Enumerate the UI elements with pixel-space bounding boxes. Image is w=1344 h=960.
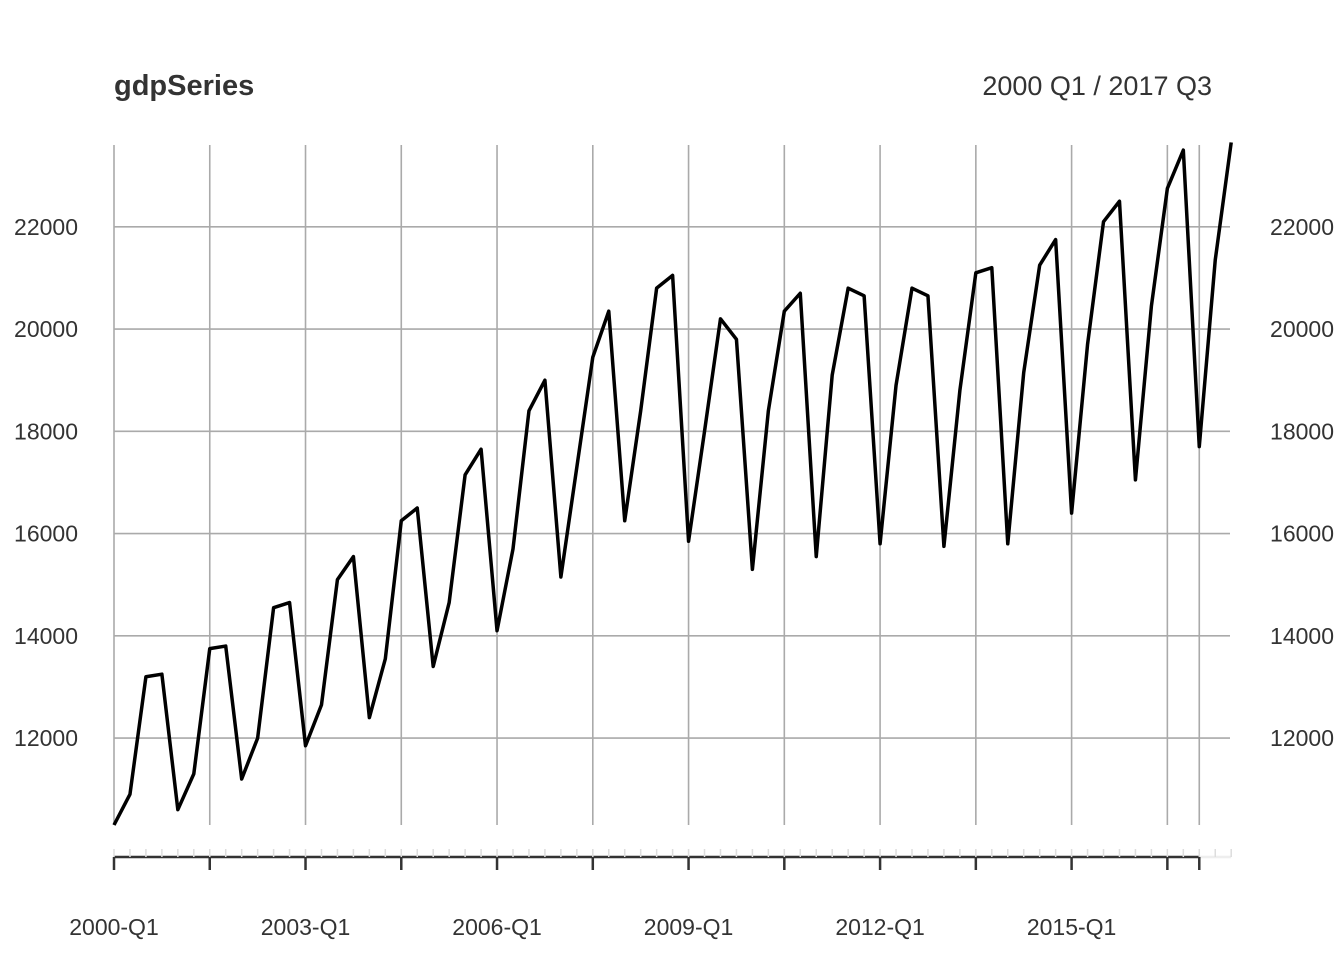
y-tick-left-22000: 22000 xyxy=(14,214,78,240)
series-layer xyxy=(112,142,1233,826)
y-axis-right: 12000 14000 16000 18000 20000 22000 xyxy=(1270,214,1334,751)
date-range-label: 2000 Q1 / 2017 Q3 xyxy=(982,71,1212,101)
x-tick-label-1: 2003-Q1 xyxy=(261,914,351,940)
y-tick-left-14000: 14000 xyxy=(14,623,78,649)
y-axis-left: 12000 14000 16000 18000 20000 22000 xyxy=(14,214,78,751)
horizontal-gridlines xyxy=(114,226,1230,739)
vertical-gridlines xyxy=(113,145,1201,825)
y-tick-left-12000: 12000 xyxy=(14,725,78,751)
y-tick-left-18000: 18000 xyxy=(14,418,78,444)
y-tick-right-20000: 20000 xyxy=(1270,316,1334,342)
y-tick-left-16000: 16000 xyxy=(14,521,78,547)
x-tick-label-3: 2009-Q1 xyxy=(644,914,734,940)
x-tick-label-4: 2012-Q1 xyxy=(835,914,925,940)
y-tick-right-18000: 18000 xyxy=(1270,418,1334,444)
x-tick-label-5: 2015-Q1 xyxy=(1027,914,1117,940)
chart-title: gdpSeries xyxy=(114,70,254,102)
y-tick-right-14000: 14000 xyxy=(1270,623,1334,649)
y-tick-right-22000: 22000 xyxy=(1270,214,1334,240)
y-tick-right-12000: 12000 xyxy=(1270,725,1334,751)
y-tick-left-20000: 20000 xyxy=(14,316,78,342)
x-axis: 2000-Q1 2003-Q1 2006-Q1 2009-Q1 2012-Q1 2015-… xyxy=(69,849,1232,940)
x-tick-label-2: 2006-Q1 xyxy=(452,914,542,940)
gdp-series-line xyxy=(112,142,1233,826)
y-tick-right-16000: 16000 xyxy=(1270,521,1334,547)
x-tick-label-0: 2000-Q1 xyxy=(69,914,159,940)
